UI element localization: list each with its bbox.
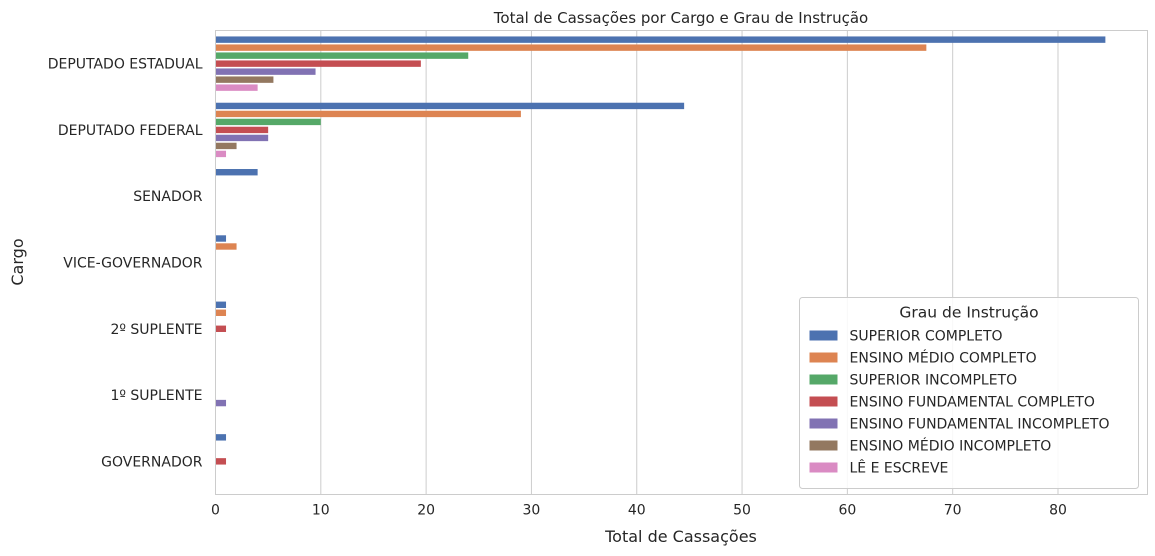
bar (215, 458, 227, 465)
bar (215, 76, 274, 83)
x-tick-label: 50 (733, 503, 751, 519)
bar (215, 309, 227, 316)
legend-swatch (809, 374, 838, 385)
bar (215, 84, 258, 91)
legend-entry-label: ENSINO MÉDIO INCOMPLETO (850, 438, 1052, 455)
bar (215, 44, 927, 51)
bar (215, 68, 316, 75)
y-axis-label: Cargo (8, 238, 27, 285)
x-axis-label: Total de Cassações (604, 527, 757, 546)
y-tick-label: SENADOR (133, 189, 203, 205)
legend-swatch (809, 462, 838, 473)
bar (215, 118, 321, 126)
y-tick-label: 1º SUPLENTE (110, 388, 202, 404)
bar (215, 301, 227, 308)
y-tick-label: DEPUTADO FEDERAL (58, 123, 203, 139)
chart-title: Total de Cassações por Cargo e Grau de I… (493, 9, 868, 27)
x-tick-label: 0 (211, 503, 220, 519)
legend-swatch (809, 352, 838, 363)
legend-swatch (809, 396, 838, 407)
bar (215, 134, 269, 142)
x-ticks: 0 10 20 30 40 50 60 70 80 (211, 503, 1067, 519)
x-tick-label: 40 (628, 503, 646, 519)
legend-entry-label: ENSINO MÉDIO COMPLETO (850, 350, 1037, 367)
bar (215, 243, 237, 250)
x-tick-label: 70 (944, 503, 962, 519)
legend-entry-label: LÊ E ESCREVE (850, 459, 949, 477)
legend-swatch (809, 418, 838, 429)
bar (215, 52, 469, 59)
legend-swatch (809, 440, 838, 451)
y-tick-label: DEPUTADO ESTADUAL (48, 57, 203, 73)
bar (215, 235, 227, 242)
bar (215, 110, 521, 118)
bar (215, 325, 227, 332)
legend-entry-label: ENSINO FUNDAMENTAL COMPLETO (850, 395, 1095, 411)
bar (215, 102, 685, 110)
x-tick-label: 60 (838, 503, 856, 519)
legend: Grau de Instrução SUPERIOR COMPLETO ENSINO… (799, 297, 1139, 489)
y-ticks: DEPUTADO ESTADUAL DEPUTADO FEDERAL SENADOR… (48, 57, 203, 471)
legend-title: Grau de Instrução (899, 304, 1038, 322)
x-tick-label: 20 (417, 503, 435, 519)
bar (215, 142, 237, 150)
bars (215, 36, 1106, 465)
bar (215, 399, 227, 407)
legend-entry-label: SUPERIOR COMPLETO (850, 329, 1003, 345)
bar (215, 36, 1106, 43)
plot-frame (215, 30, 1148, 495)
legend-swatch (809, 330, 838, 341)
bar (215, 126, 269, 134)
legend-entry-label: SUPERIOR INCOMPLETO (850, 373, 1018, 389)
bar (215, 150, 227, 158)
x-tick-label: 10 (312, 503, 330, 519)
bar (215, 434, 227, 441)
y-tick-label: VICE-GOVERNADOR (63, 256, 203, 272)
legend-entry-label: ENSINO FUNDAMENTAL INCOMPLETO (850, 417, 1110, 433)
legend-box (799, 297, 1139, 489)
bar (215, 60, 421, 67)
bar (215, 169, 258, 176)
y-tick-label: 2º SUPLENTE (110, 322, 202, 338)
x-tick-label: 80 (1049, 503, 1067, 519)
y-tick-label: GOVERNADOR (101, 454, 203, 470)
x-tick-label: 30 (523, 503, 541, 519)
